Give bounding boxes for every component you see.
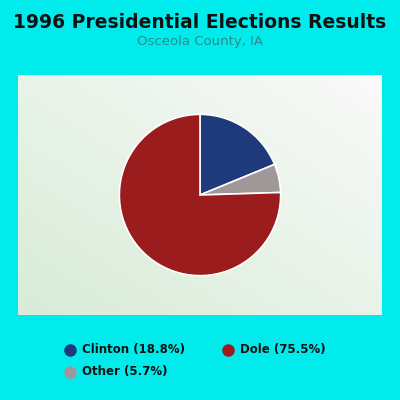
Text: City-Data.com: City-Data.com <box>280 90 350 100</box>
Text: Osceola County, IA: Osceola County, IA <box>137 36 263 48</box>
Wedge shape <box>200 164 281 195</box>
Text: Other (5.7%): Other (5.7%) <box>82 366 168 378</box>
Wedge shape <box>119 114 281 276</box>
Wedge shape <box>200 114 274 195</box>
Text: 1996 Presidential Elections Results: 1996 Presidential Elections Results <box>13 12 387 32</box>
Text: Dole (75.5%): Dole (75.5%) <box>240 344 326 356</box>
Text: Clinton (18.8%): Clinton (18.8%) <box>82 344 185 356</box>
